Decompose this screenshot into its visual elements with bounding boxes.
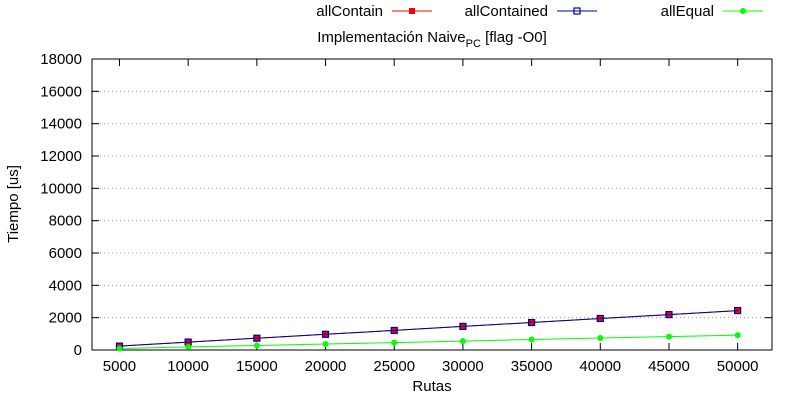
y-tick-label: 2000 (49, 310, 82, 327)
data-point (390, 326, 398, 335)
y-tick-label: 12000 (40, 148, 82, 165)
y-tick-label: 8000 (49, 213, 82, 230)
x-tick-label: 15000 (236, 358, 278, 375)
chart-title-tail: [flag -O0] (481, 29, 547, 46)
data-point (665, 333, 672, 340)
chart-title: Implementación NaivePC [flag -O0] (317, 29, 547, 50)
data-point (116, 345, 123, 352)
data-point (573, 7, 581, 15)
y-tick-label: 10000 (40, 180, 82, 197)
data-point (596, 314, 604, 323)
grid-lines (92, 90, 772, 319)
y-tick-label: 4000 (49, 277, 82, 294)
data-point (665, 310, 673, 319)
data-point (409, 8, 415, 14)
data-point (597, 335, 604, 342)
legend-entry-allContained: allContained (465, 3, 597, 20)
x-axis: 5000 10000 15000 20000 25000 30000 35000 40000 4… (103, 59, 759, 375)
y-axis: 0 2000 4000 6000 8000 10000 12000 14000 16000 180… (40, 51, 772, 359)
x-tick-label: 50000 (717, 358, 759, 375)
y-axis-label: Tiempo [us] (5, 165, 22, 243)
x-tick-label: 45000 (648, 358, 690, 375)
x-tick-label: 40000 (579, 358, 621, 375)
y-tick-label: 6000 (49, 245, 82, 262)
data-point (527, 318, 536, 327)
series-allEqual (116, 332, 741, 352)
legend: allContain allContained allEqual (316, 3, 763, 20)
legend-label: allContained (465, 3, 548, 20)
data-point (740, 8, 746, 14)
x-tick-label: 20000 (305, 358, 347, 375)
y-tick-label: 16000 (40, 83, 82, 100)
x-tick-label: 30000 (442, 358, 484, 375)
data-point (459, 322, 467, 330)
data-point (391, 339, 398, 346)
y-tick-label: 14000 (40, 116, 82, 133)
chart-title-main: Implementación Naive (317, 29, 465, 46)
plot-frame (91, 58, 773, 351)
series-line (119, 310, 738, 347)
y-tick-label: 0 (74, 342, 82, 359)
series-line (119, 334, 738, 349)
y-tick-label: 18000 (40, 51, 82, 68)
data-point (734, 332, 741, 339)
data-point (734, 306, 742, 315)
legend-entry-allEqual: allEqual (661, 3, 763, 20)
data-point (185, 343, 192, 350)
data-point (253, 334, 261, 342)
data-point (321, 330, 330, 338)
x-axis-label: Rutas (412, 378, 451, 395)
x-tick-label: 5000 (103, 358, 136, 375)
series-allContained (115, 306, 742, 350)
x-tick-label: 25000 (373, 358, 415, 375)
legend-entry-allContain: allContain (316, 3, 432, 20)
x-tick-label: 35000 (511, 358, 553, 375)
x-tick-label: 10000 (167, 358, 209, 375)
data-point (253, 342, 260, 349)
legend-label: allContain (316, 3, 383, 20)
chart-title-subscript: PC (466, 38, 481, 50)
series-layer (115, 306, 742, 352)
data-point (322, 341, 329, 348)
data-point (528, 336, 535, 343)
data-point (459, 338, 466, 345)
legend-label: allEqual (661, 3, 714, 20)
